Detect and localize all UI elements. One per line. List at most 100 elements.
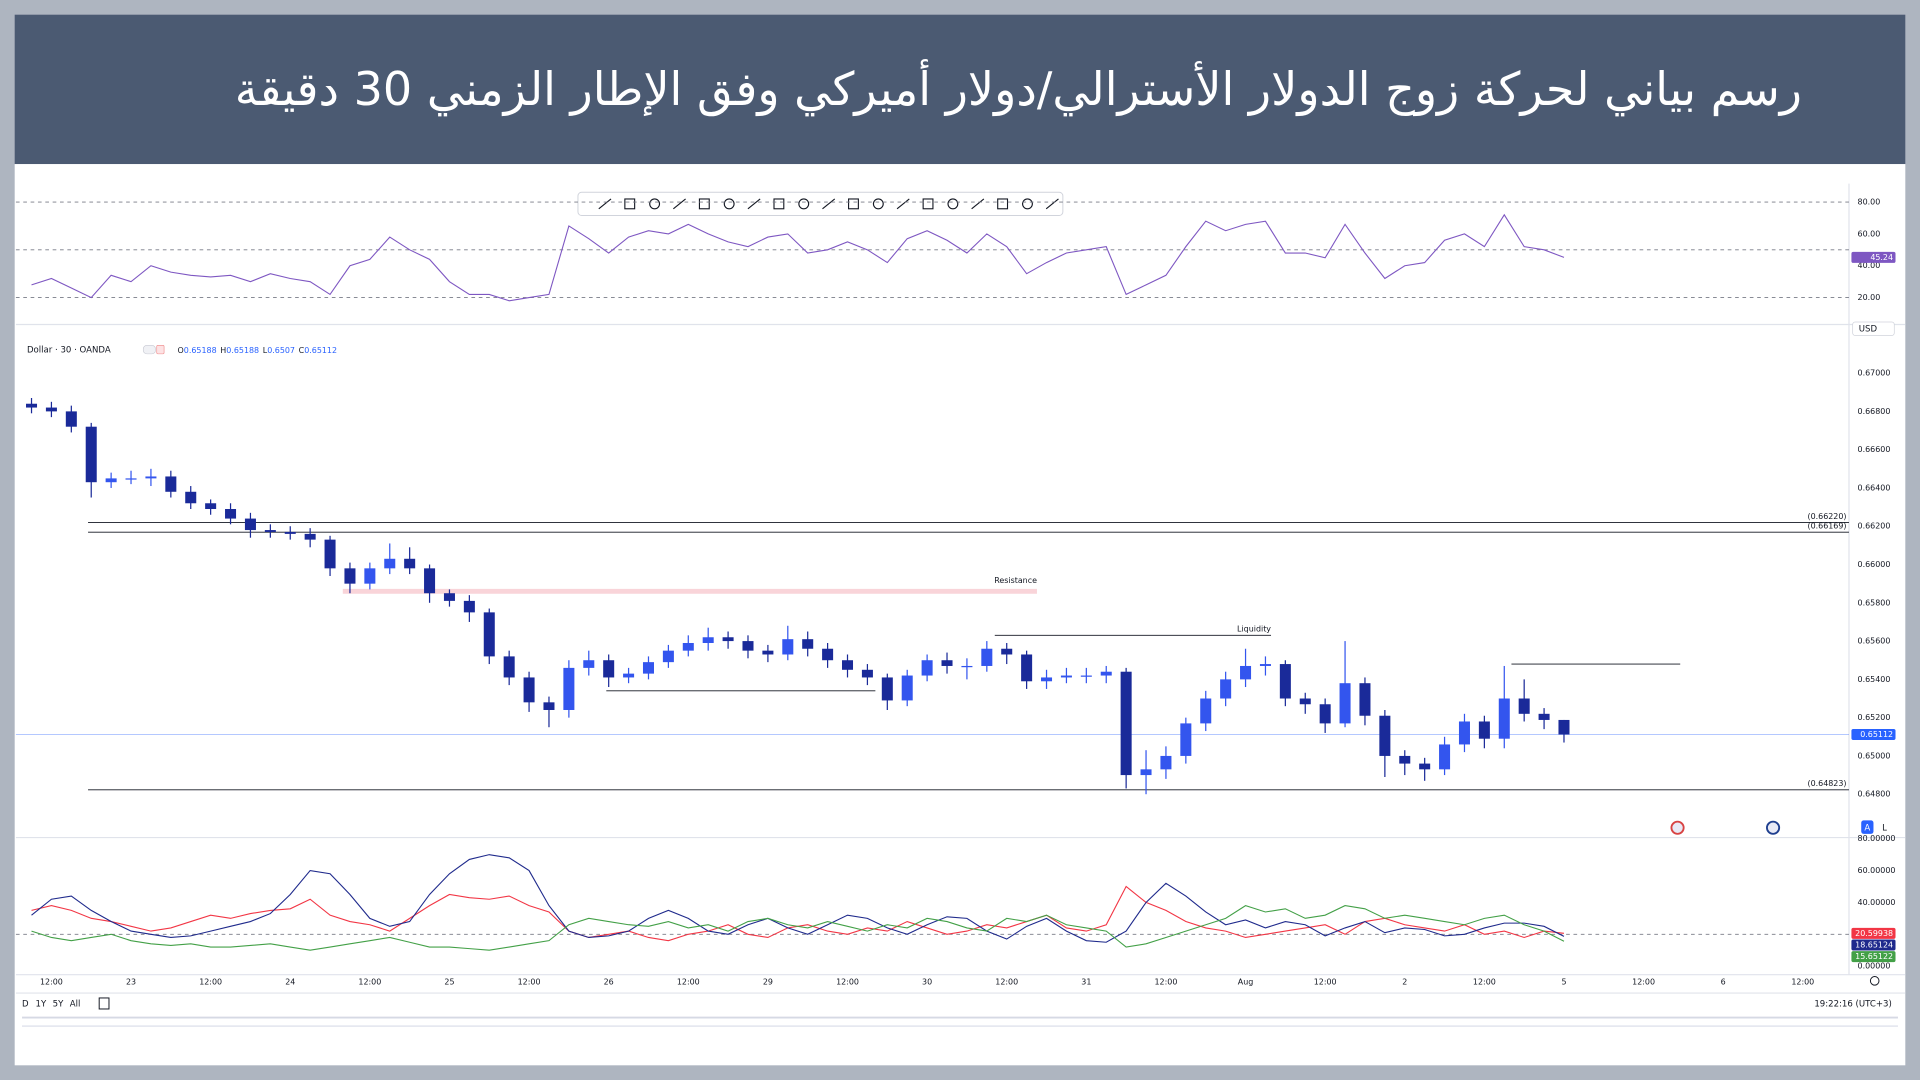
icon-stroke <box>773 198 785 210</box>
icon-stroke <box>1022 198 1033 210</box>
event-flag[interactable] <box>1670 820 1685 835</box>
toolbar-icon[interactable] <box>922 198 934 210</box>
candle-body <box>1299 698 1311 705</box>
x-tick-label: 24 <box>285 978 295 987</box>
toolbar-icon[interactable] <box>848 198 859 210</box>
x-tick-label: 12:00 <box>836 978 859 987</box>
currency: USD <box>1859 324 1878 334</box>
candle-body <box>782 639 794 655</box>
value-tag-label: 18.65124 <box>1855 940 1893 949</box>
currency-box[interactable] <box>1852 321 1895 336</box>
candle-body <box>1140 769 1152 776</box>
x-tick-label: 26 <box>604 978 614 987</box>
legend-pill[interactable] <box>156 345 165 355</box>
candle-body <box>364 568 376 584</box>
y-tick-label: 40.00 <box>1858 261 1881 270</box>
x-tick-label: 12:00 <box>995 978 1018 987</box>
icon-stroke <box>624 198 636 210</box>
toolbar-icon[interactable] <box>723 198 735 210</box>
candle-body <box>901 675 913 701</box>
y-tick-label: 0.65600 <box>1858 637 1891 646</box>
toolbar-icon[interactable] <box>1045 198 1059 210</box>
candle-body <box>1538 713 1550 720</box>
range-button[interactable]: D <box>22 1000 29 1010</box>
candle-body <box>682 642 694 651</box>
value-tag-label: 20.59938 <box>1855 929 1893 938</box>
indicator-line <box>31 905 1565 951</box>
icon-stroke <box>896 198 910 210</box>
candle-body <box>1080 675 1092 677</box>
toolbar-icon[interactable] <box>598 198 612 210</box>
candle-body <box>165 476 177 492</box>
toolbar-icon[interactable] <box>649 198 661 210</box>
y-tick-label: 0.66200 <box>1858 522 1891 531</box>
settings-icon[interactable] <box>1869 976 1880 986</box>
clock: 19:22:16 (UTC+3) <box>1814 1000 1891 1010</box>
x-tick-label: 5 <box>1561 978 1566 987</box>
icon-stroke <box>723 198 735 210</box>
value-tag <box>1851 951 1896 963</box>
range-button[interactable]: 1Y <box>36 1000 47 1010</box>
candle-body <box>822 648 834 661</box>
range-button[interactable]: 5Y <box>53 1000 64 1010</box>
icon-stroke <box>673 198 686 210</box>
toolbar-icon[interactable] <box>747 198 761 210</box>
icon-stroke <box>798 198 810 210</box>
range-button[interactable]: All <box>70 1000 81 1010</box>
toolbar-icon[interactable] <box>896 198 910 210</box>
toolbar-icon[interactable] <box>971 198 985 210</box>
event-flag[interactable] <box>1766 820 1781 835</box>
ohlc-prefix: H <box>220 346 226 355</box>
icon-stroke <box>598 198 612 210</box>
candle-body <box>45 407 57 412</box>
icon-stroke <box>872 198 884 210</box>
candle-body <box>1160 755 1172 770</box>
zone-label: Resistance <box>994 576 1037 585</box>
candle-body <box>563 667 575 710</box>
legend-pill[interactable] <box>142 345 156 355</box>
horizontal-line-label: (0.66220) <box>1807 512 1846 521</box>
toolbar-icon[interactable] <box>673 198 686 210</box>
candle-body <box>861 669 873 678</box>
ohlc-value: 0.6507 <box>267 346 295 355</box>
title: رسم بياني لحركة زوج الدولار الأسترالي/دو… <box>234 62 1802 116</box>
toolbar-icon[interactable] <box>773 198 785 210</box>
x-tick-label: 30 <box>922 978 932 987</box>
candle-body <box>961 665 973 668</box>
candle-body <box>404 558 416 569</box>
value-tag <box>1851 939 1896 951</box>
indicator-line <box>31 213 1565 302</box>
toolbar-icon[interactable] <box>947 198 959 210</box>
toolbar-icon[interactable] <box>872 198 884 210</box>
toolbar-icon[interactable] <box>997 198 1009 210</box>
x-tick-label: 31 <box>1081 978 1091 987</box>
calendar-icon[interactable] <box>98 997 110 1010</box>
scale-button-label[interactable]: L <box>1882 823 1887 833</box>
value-tag-label: 45.24 <box>1870 253 1893 262</box>
candle-body <box>264 530 276 532</box>
ohlc-value: 0.65112 <box>304 346 337 355</box>
scale-button-label[interactable]: A <box>1864 823 1870 833</box>
ohlc-prefix: O <box>178 346 184 355</box>
toolbar-icon[interactable] <box>1022 198 1033 210</box>
x-tick-label: 12:00 <box>199 978 222 987</box>
candle-body <box>841 660 854 670</box>
ohlc-prefix: C <box>299 346 305 355</box>
candle-body <box>1100 671 1112 676</box>
toolbar-icon[interactable] <box>624 198 636 210</box>
ohlc-legend: O0.65188 H0.65188 L0.6507 C0.65112 <box>178 346 337 355</box>
x-tick-label: 12:00 <box>1155 978 1178 987</box>
toolbar-icon[interactable] <box>822 198 836 210</box>
toolbar-icon[interactable] <box>798 198 810 210</box>
zone <box>342 588 1037 594</box>
icon-stroke <box>971 198 985 210</box>
value-tag <box>1851 728 1896 741</box>
candle-body <box>1419 763 1431 770</box>
toolbar-icon[interactable] <box>698 198 710 210</box>
y-tick-label: 0.65800 <box>1858 598 1891 607</box>
auto-scale-button[interactable] <box>1861 820 1874 834</box>
x-tick-label: 12:00 <box>1473 978 1496 987</box>
